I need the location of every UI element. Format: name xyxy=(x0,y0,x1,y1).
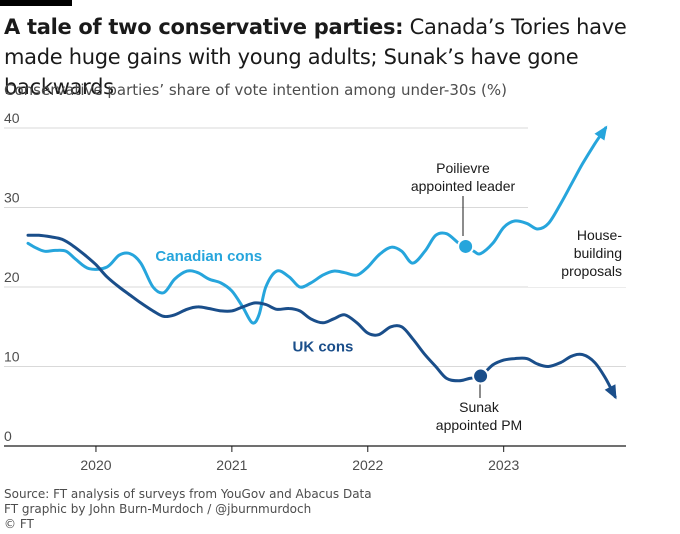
y-tick-label: 20 xyxy=(4,269,20,285)
series-label: Canadian cons xyxy=(155,248,262,265)
copyright-note: © FT xyxy=(4,517,34,531)
series-label: UK cons xyxy=(293,338,354,355)
chart-title-bold: A tale of two conservative parties: xyxy=(4,15,404,39)
uk-consseries-line xyxy=(26,233,617,399)
chart-title-rest: Canada’s Tories have made huge gains wit… xyxy=(4,15,627,99)
x-tick-label: 2022 xyxy=(352,457,383,473)
y-tick-label: 40 xyxy=(4,110,20,126)
event-markers xyxy=(457,237,490,385)
x-tick-label: 2021 xyxy=(216,457,247,473)
source-note: Source: FT analysis of surveys from YouG… xyxy=(4,487,372,501)
canadian-consseries-line xyxy=(26,126,608,325)
series-lines xyxy=(26,125,617,400)
ft-brand-bar xyxy=(0,0,72,6)
uk-consarrow-head xyxy=(604,384,617,400)
sunak-annotation-line1: Sunak xyxy=(459,399,500,415)
poilievre-annotation-line2: appointed leader xyxy=(411,178,516,194)
chart-title: A tale of two conservative parties: Cana… xyxy=(4,12,676,102)
y-tick-label: 30 xyxy=(4,190,20,206)
canadian-consarrow-head xyxy=(594,125,608,141)
x-tick-label: 2020 xyxy=(80,457,111,473)
chart-footer: Source: FT analysis of surveys from YouG… xyxy=(4,487,372,532)
event-marker-point xyxy=(457,237,475,255)
series-labels: Canadian cons UK cons xyxy=(155,248,353,356)
house-annotation-line2: building xyxy=(574,245,622,261)
y-tick-label: 10 xyxy=(4,349,20,365)
sunak-annotation-line2: appointed PM xyxy=(436,417,522,433)
axes: 0 10 20 30 40 2020 2021 2022 2023 xyxy=(4,110,626,473)
event-marker-point xyxy=(472,367,490,385)
x-tick-label: 2023 xyxy=(488,457,519,473)
house-annotation-line1: House- xyxy=(577,227,622,243)
poilievre-annotation-line1: Poilievre xyxy=(436,160,490,176)
credit-note: FT graphic by John Burn-Murdoch / @jburn… xyxy=(4,502,312,516)
gridlines xyxy=(4,127,626,367)
y-tick-label: 0 xyxy=(4,428,12,444)
house-annotation-line3: proposals xyxy=(561,263,622,279)
chart-subtitle: Conservative parties’ share of vote inte… xyxy=(4,81,507,99)
house-building-highlight xyxy=(528,118,626,287)
